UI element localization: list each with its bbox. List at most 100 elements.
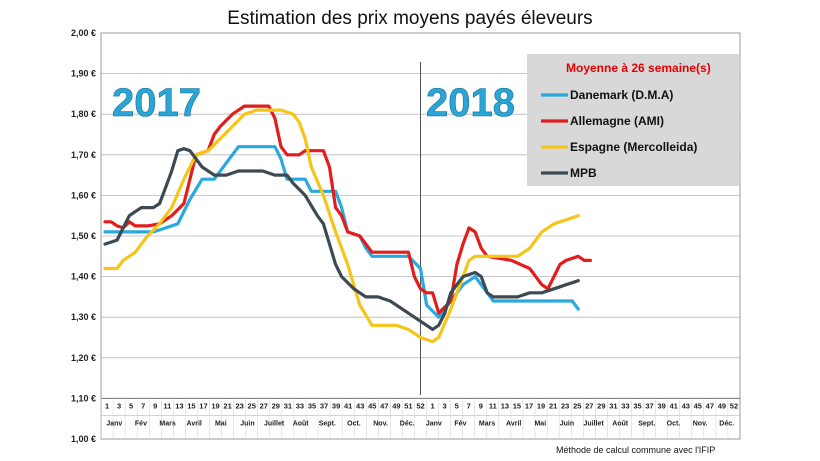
y-tick-label: 1,10 € bbox=[71, 393, 96, 403]
x-week-label: 21 bbox=[223, 401, 231, 410]
x-month-label: Fév bbox=[454, 420, 466, 427]
series-line-4 bbox=[103, 147, 580, 331]
y-axis: 2,00 € 1,90 € 1,80 € 1,70 € 1,60 € 1,50 € 1,40… bbox=[71, 28, 96, 444]
y-tick-label: 2,00 € bbox=[71, 28, 96, 38]
x-week-label: 33 bbox=[296, 401, 304, 410]
x-week-label: 52 bbox=[730, 401, 738, 410]
x-week-label: 27 bbox=[260, 401, 268, 410]
legend: Moyenne à 26 semaine(s) Danemark (D.M.A)… bbox=[527, 54, 739, 186]
x-week-label: 1 bbox=[105, 401, 109, 410]
x-week-label: 43 bbox=[682, 401, 690, 410]
x-week-label: 3 bbox=[443, 401, 447, 410]
x-month-label: Avril bbox=[187, 420, 202, 427]
x-week-label: 41 bbox=[344, 401, 352, 410]
x-week-label: 13 bbox=[175, 401, 183, 410]
series-line-2 bbox=[103, 104, 592, 315]
x-month-label: Juin bbox=[560, 420, 574, 427]
x-axis: 1 3 5 7 9 11 13 15 17 19 21 23 25 27 29 31 33 35 37 39 41 43 4… bbox=[100, 397, 740, 439]
x-week-label: 3 bbox=[117, 401, 121, 410]
x-week-label: 35 bbox=[308, 401, 316, 410]
x-month-label: Janv bbox=[426, 420, 442, 427]
x-week-label: 33 bbox=[621, 401, 629, 410]
x-week-label: 17 bbox=[525, 401, 533, 410]
x-month-label: Déc. bbox=[400, 420, 415, 427]
year-label-2018: 2018 bbox=[426, 81, 515, 125]
x-week-label: 31 bbox=[609, 401, 617, 410]
x-week-label: 45 bbox=[694, 401, 702, 410]
y-tick-label: 1,20 € bbox=[71, 353, 96, 363]
x-week-label: 7 bbox=[467, 401, 471, 410]
x-week-label: 25 bbox=[573, 401, 581, 410]
year-label-2017: 2017 bbox=[112, 81, 201, 125]
x-month-label: Mai bbox=[534, 420, 546, 427]
legend-title: Moyenne à 26 semaine(s) bbox=[566, 61, 711, 75]
x-month-label: Juillet bbox=[264, 420, 285, 427]
x-month-label: Août bbox=[612, 420, 629, 427]
x-month-label: Mai bbox=[215, 420, 227, 427]
x-week-label: 39 bbox=[657, 401, 665, 410]
x-week-label: 49 bbox=[718, 401, 726, 410]
x-week-label: 5 bbox=[455, 401, 459, 410]
y-tick-label: 1,30 € bbox=[71, 312, 96, 322]
x-month-label: Août bbox=[293, 420, 310, 427]
x-week-label: 13 bbox=[501, 401, 509, 410]
x-month-label: Juillet bbox=[583, 420, 604, 427]
x-month-label: Janv bbox=[106, 420, 122, 427]
x-month-label: Fév bbox=[135, 420, 147, 427]
x-week-label: 21 bbox=[549, 401, 557, 410]
x-week-label: 29 bbox=[597, 401, 605, 410]
x-week-label: 5 bbox=[129, 401, 133, 410]
x-week-label: 37 bbox=[645, 401, 653, 410]
x-week-label: 1 bbox=[430, 401, 434, 410]
x-week-label: 9 bbox=[153, 401, 157, 410]
x-month-label: Oct. bbox=[347, 420, 361, 427]
y-tick-label: 1,00 € bbox=[71, 434, 96, 444]
x-week-label: 11 bbox=[489, 401, 497, 410]
x-week-label: 9 bbox=[479, 401, 483, 410]
x-month-label: Avril bbox=[506, 420, 521, 427]
x-week-label: 19 bbox=[211, 401, 219, 410]
legend-label: MPB bbox=[570, 166, 597, 180]
x-week-label: 45 bbox=[368, 401, 376, 410]
y-tick-label: 1,80 € bbox=[71, 109, 96, 119]
x-week-label: 52 bbox=[416, 401, 424, 410]
x-month-label: Déc. bbox=[719, 420, 734, 427]
x-week-label: 17 bbox=[199, 401, 207, 410]
legend-label: Danemark (D.M.A) bbox=[570, 88, 673, 102]
x-week-label: 11 bbox=[163, 401, 171, 410]
series-line-1 bbox=[103, 145, 580, 319]
x-month-label: Oct. bbox=[667, 420, 681, 427]
x-week-label: 47 bbox=[706, 401, 714, 410]
x-week-label: 7 bbox=[141, 401, 145, 410]
x-month-label: Mars bbox=[159, 420, 175, 427]
legend-label: Espagne (Mercolleida) bbox=[570, 140, 697, 154]
y-tick-label: 1,90 € bbox=[71, 69, 96, 79]
x-week-label: 23 bbox=[235, 401, 243, 410]
x-week-label: 35 bbox=[633, 401, 641, 410]
legend-label: Allemagne (AMI) bbox=[570, 114, 664, 128]
x-month-label: Sept. bbox=[319, 420, 336, 427]
y-tick-label: 1,50 € bbox=[71, 231, 96, 241]
y-tick-label: 1,60 € bbox=[71, 190, 96, 200]
x-week-label: 49 bbox=[392, 401, 400, 410]
x-month-label: Sept. bbox=[638, 420, 655, 427]
x-week-label: 25 bbox=[248, 401, 256, 410]
series-line-3 bbox=[103, 108, 580, 344]
x-week-label: 51 bbox=[404, 401, 412, 410]
x-week-label: 23 bbox=[561, 401, 569, 410]
x-week-label: 39 bbox=[332, 401, 340, 410]
x-week-label: 27 bbox=[585, 401, 593, 410]
footnote: Méthode de calcul commune avec l'IFIP bbox=[556, 445, 715, 455]
x-week-label: 15 bbox=[187, 401, 195, 410]
y-tick-label: 1,40 € bbox=[71, 272, 96, 282]
x-week-label: 47 bbox=[380, 401, 388, 410]
x-month-label: Nov. bbox=[693, 420, 708, 427]
series-lines bbox=[103, 104, 592, 344]
x-week-label: 29 bbox=[272, 401, 280, 410]
x-week-label: 37 bbox=[320, 401, 328, 410]
x-week-label: 19 bbox=[537, 401, 545, 410]
plot-border bbox=[100, 32, 741, 440]
x-week-label: 31 bbox=[284, 401, 292, 410]
x-month-label: Mars bbox=[479, 420, 495, 427]
